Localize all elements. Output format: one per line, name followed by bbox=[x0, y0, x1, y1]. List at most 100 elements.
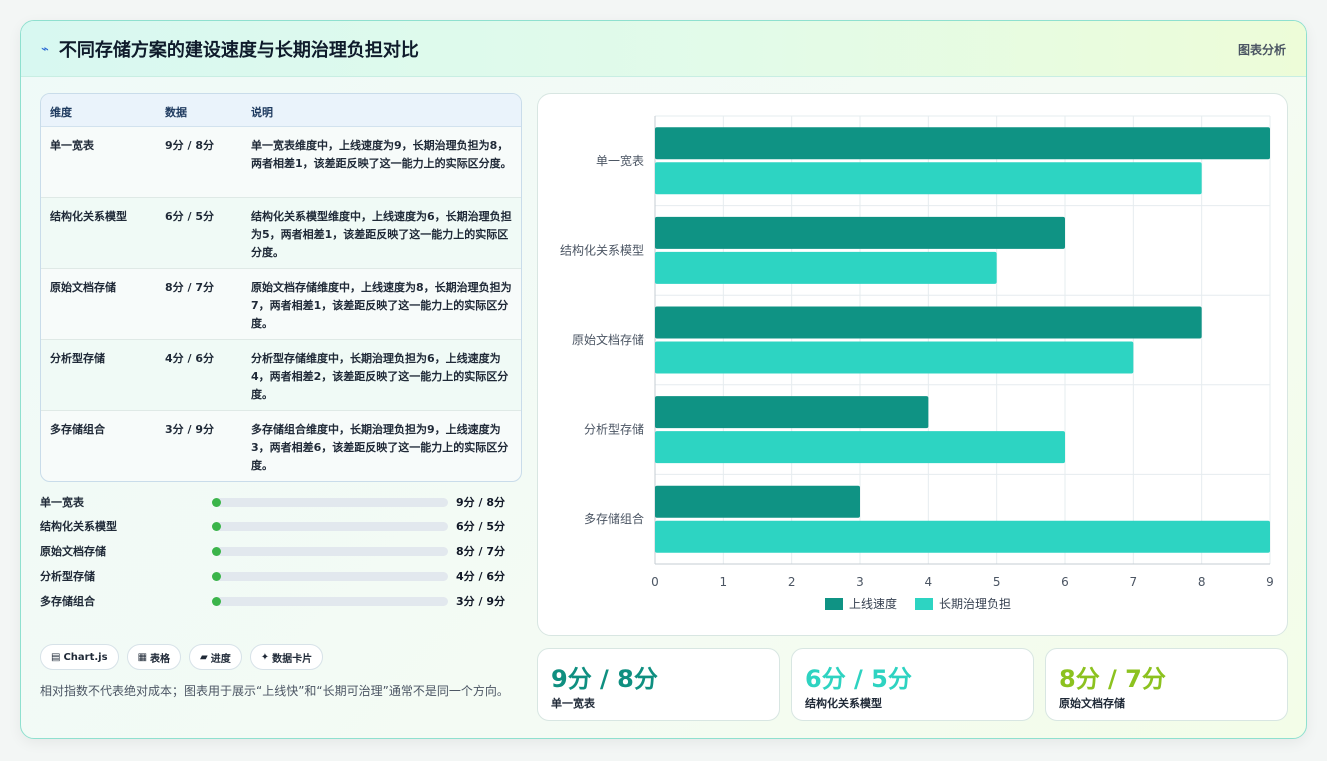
progress-label: 结构化关系模型 bbox=[40, 520, 117, 533]
row-description: 单一宽表维度中，上线速度为9，长期治理负担为8，两者相差1，该差距反映了这一能力… bbox=[251, 139, 512, 170]
data-table: 维度 数据 说明 单一宽表 9分 / 8分 单一宽表维度中，上线速度为9，长期治… bbox=[40, 93, 522, 482]
stat-card: 8分 / 7分 原始文档存储 bbox=[1045, 648, 1288, 721]
progress-value: 8分 / 7分 bbox=[456, 545, 505, 558]
bar-governance bbox=[655, 431, 1065, 464]
legend-swatch bbox=[915, 598, 933, 610]
stat-card: 9分 / 8分 单一宽表 bbox=[537, 648, 780, 721]
progress-label: 原始文档存储 bbox=[40, 545, 106, 558]
progress-track bbox=[212, 522, 448, 531]
table-row: 分析型存储 4分 / 6分 分析型存储维度中，长期治理负担为6，上线速度为4，两… bbox=[41, 340, 521, 411]
progress-item: 分析型存储 4分 / 6分 bbox=[40, 568, 510, 584]
chip-data-cards[interactable]: ✦ 数据卡片 bbox=[249, 644, 324, 670]
footnote: 相对指数不代表绝对成本；图表用于展示“上线快”和“长期可治理”通常不是同一个方向… bbox=[40, 684, 509, 698]
progress-item: 结构化关系模型 6分 / 5分 bbox=[40, 518, 510, 534]
progress-track bbox=[212, 547, 448, 556]
x-tick-label: 4 bbox=[925, 575, 933, 589]
row-description: 分析型存储维度中，长期治理负担为6，上线速度为4，两者相差2，该差距反映了这一能… bbox=[251, 352, 509, 401]
bar-governance bbox=[655, 251, 997, 284]
bar-chart: 0 1 2 3 4 5 6 7 8 9 单一宽表结构化关系模型原始文档存储分析型存储多存储组合上线速… bbox=[560, 115, 1274, 611]
bar-speed bbox=[655, 127, 1270, 160]
bar-governance bbox=[655, 341, 1134, 374]
row-dimension: 单一宽表 bbox=[50, 139, 94, 152]
row-data: 6分 / 5分 bbox=[165, 210, 214, 223]
stat-label: 单一宽表 bbox=[551, 697, 595, 710]
row-dimension: 原始文档存储 bbox=[50, 281, 116, 294]
row-dimension: 结构化关系模型 bbox=[50, 210, 127, 223]
stat-label: 原始文档存储 bbox=[1059, 697, 1125, 710]
bar-governance bbox=[655, 520, 1270, 553]
bar-chart-panel: 0 1 2 3 4 5 6 7 8 9 单一宽表 结构化关系模型 原始文档存储 分析型存储 多存储组合 上线速… bbox=[537, 93, 1288, 636]
chip-chartjs[interactable]: ▤ Chart.js bbox=[40, 644, 119, 670]
x-tick-label: 7 bbox=[1130, 575, 1138, 589]
column-header-description: 说明 bbox=[251, 106, 273, 119]
progress-dot bbox=[212, 547, 221, 556]
progress-icon: ▰ bbox=[200, 651, 208, 663]
progress-dot bbox=[212, 597, 221, 606]
bar-speed bbox=[655, 485, 860, 518]
stat-card: 6分 / 5分 结构化关系模型 bbox=[791, 648, 1034, 721]
category-label: 单一宽表 bbox=[596, 153, 644, 168]
main-card: ⌁ 不同存储方案的建设速度与长期治理负担对比 图表分析 维度 数据 说明 单一宽… bbox=[20, 20, 1307, 739]
chip-group: ▤ Chart.js ▦ 表格 ▰ 进度 ✦ 数据卡片 bbox=[40, 644, 324, 670]
legend-label: 上线速度 bbox=[849, 596, 897, 611]
x-tick-label: 9 bbox=[1266, 575, 1274, 589]
progress-track bbox=[212, 498, 448, 507]
table-header: 维度 数据 说明 bbox=[41, 94, 521, 127]
x-tick-label: 2 bbox=[788, 575, 796, 589]
row-description: 原始文档存储维度中，上线速度为8，长期治理负担为7，两者相差1，该差距反映了这一… bbox=[251, 281, 512, 330]
chart-icon: ▤ bbox=[51, 651, 61, 663]
x-tick-label: 6 bbox=[1061, 575, 1069, 589]
progress-label: 单一宽表 bbox=[40, 496, 84, 509]
x-tick-label: 3 bbox=[856, 575, 864, 589]
chip-table[interactable]: ▦ 表格 bbox=[126, 644, 182, 670]
sparkline-icon: ⌁ bbox=[41, 41, 49, 57]
row-dimension: 多存储组合 bbox=[50, 423, 105, 436]
row-dimension: 分析型存储 bbox=[50, 352, 105, 365]
header-tag: 图表分析 bbox=[1237, 43, 1286, 57]
table-icon: ▦ bbox=[137, 651, 148, 663]
bar-speed bbox=[655, 396, 929, 429]
chip-label: 表格 bbox=[150, 653, 171, 665]
stat-value: 6分 / 5分 bbox=[805, 665, 912, 693]
progress-value: 9分 / 8分 bbox=[456, 496, 505, 509]
progress-item: 原始文档存储 8分 / 7分 bbox=[40, 543, 510, 559]
table-row: 多存储组合 3分 / 9分 多存储组合维度中，长期治理负担为9，上线速度为3，两… bbox=[41, 411, 521, 481]
category-label: 多存储组合 bbox=[584, 511, 644, 526]
x-tick-label: 0 bbox=[651, 575, 659, 589]
progress-dot bbox=[212, 522, 221, 531]
row-data: 9分 / 8分 bbox=[165, 139, 214, 152]
sparkle-icon: ✦ bbox=[260, 651, 270, 663]
header-bar: ⌁ 不同存储方案的建设速度与长期治理负担对比 图表分析 bbox=[21, 21, 1306, 77]
stat-value: 8分 / 7分 bbox=[1059, 665, 1166, 693]
progress-item: 多存储组合 3分 / 9分 bbox=[40, 593, 510, 609]
progress-label: 分析型存储 bbox=[40, 570, 95, 583]
bar-speed bbox=[655, 306, 1202, 339]
category-label: 结构化关系模型 bbox=[560, 242, 644, 257]
category-label: 分析型存储 bbox=[584, 422, 644, 437]
column-header-data: 数据 bbox=[165, 106, 187, 119]
chip-label: 数据卡片 bbox=[272, 653, 313, 665]
row-description: 多存储组合维度中，长期治理负担为9，上线速度为3，两者相差6，该差距反映了这一能… bbox=[251, 423, 509, 472]
stat-label: 结构化关系模型 bbox=[805, 697, 882, 710]
row-data: 3分 / 9分 bbox=[165, 423, 214, 436]
progress-item: 单一宽表 9分 / 8分 bbox=[40, 494, 510, 510]
chip-label: 进度 bbox=[210, 653, 231, 665]
progress-value: 4分 / 6分 bbox=[456, 570, 505, 583]
bar-governance bbox=[655, 162, 1202, 195]
table-row: 单一宽表 9分 / 8分 单一宽表维度中，上线速度为9，长期治理负担为8，两者相… bbox=[41, 127, 521, 198]
progress-value: 3分 / 9分 bbox=[456, 595, 505, 608]
stat-value: 9分 / 8分 bbox=[551, 665, 658, 693]
legend-swatch bbox=[825, 598, 843, 610]
x-tick-label: 1 bbox=[720, 575, 728, 589]
chip-progress[interactable]: ▰ 进度 bbox=[189, 644, 242, 670]
progress-track bbox=[212, 597, 448, 606]
category-label: 原始文档存储 bbox=[572, 332, 644, 347]
table-row: 结构化关系模型 6分 / 5分 结构化关系模型维度中，上线速度为6，长期治理负担… bbox=[41, 198, 521, 269]
progress-label: 多存储组合 bbox=[40, 595, 95, 608]
row-data: 4分 / 6分 bbox=[165, 352, 214, 365]
bar-speed bbox=[655, 216, 1065, 249]
progress-dot bbox=[212, 572, 221, 581]
column-header-dimension: 维度 bbox=[50, 106, 72, 119]
chip-label: Chart.js bbox=[63, 651, 108, 663]
table-row: 原始文档存储 8分 / 7分 原始文档存储维度中，上线速度为8，长期治理负担为7… bbox=[41, 269, 521, 340]
